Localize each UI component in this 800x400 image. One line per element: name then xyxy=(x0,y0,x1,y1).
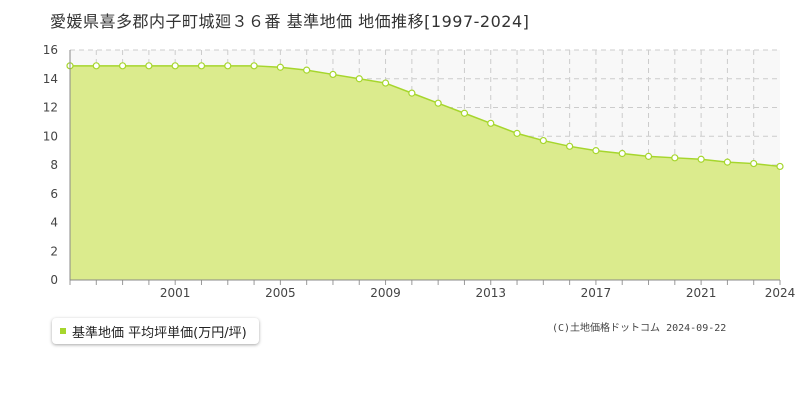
data-point xyxy=(697,155,705,163)
land-price-chart: 0 2 4 6 8 10 12 14 16 2001 2005 2009 2013 2017 2021 202… xyxy=(43,43,796,300)
x-tick-label: 2009 xyxy=(370,286,401,300)
credit-text: (C)土地価格ドットコム 2024-09-22 xyxy=(552,323,727,334)
data-point xyxy=(671,154,679,162)
axes: 0 2 4 6 8 10 12 14 16 2001 2005 2009 2013 2017 2021 202… xyxy=(43,43,796,300)
data-point xyxy=(513,129,521,137)
x-tick-label: 2021 xyxy=(686,286,717,300)
x-tick-label: 2013 xyxy=(475,286,506,300)
legend-label: 基準地価 平均坪単価(万円/坪) xyxy=(72,325,247,341)
series-area xyxy=(70,65,780,280)
data-point xyxy=(381,79,390,87)
y-tick-label: 8 xyxy=(50,158,58,172)
data-points xyxy=(66,62,784,171)
data-point xyxy=(618,149,626,158)
x-tick-label: 2001 xyxy=(160,286,191,300)
y-tick-label: 2 xyxy=(50,244,58,258)
x-tick-label: 2005 xyxy=(265,286,296,300)
data-point xyxy=(434,99,442,107)
data-point xyxy=(408,89,416,97)
chart-title: 愛媛県喜多郡内子町城廻３６番 基準地価 地価推移[1997-2024] xyxy=(50,12,530,31)
y-tick-label: 0 xyxy=(50,273,58,287)
data-point xyxy=(566,142,574,150)
data-point xyxy=(644,152,653,160)
legend: 基準地価 平均坪単価(万円/坪) xyxy=(52,318,259,344)
data-point xyxy=(224,62,232,70)
data-point xyxy=(92,62,100,70)
data-point xyxy=(250,62,258,70)
series-line xyxy=(70,65,781,168)
y-tick-label: 4 xyxy=(50,216,58,230)
y-tick-label: 12 xyxy=(43,101,58,115)
data-point xyxy=(197,62,206,70)
data-point xyxy=(750,159,758,168)
legend-swatch xyxy=(60,328,66,334)
data-point xyxy=(776,162,784,171)
data-point xyxy=(329,70,337,79)
data-point xyxy=(355,75,363,83)
data-point xyxy=(303,66,311,74)
x-tick-label: 2024 xyxy=(765,286,796,300)
x-tick-label: 2017 xyxy=(581,286,612,300)
y-tick-label: 14 xyxy=(43,72,58,86)
data-point xyxy=(539,136,547,145)
data-area xyxy=(70,65,781,280)
data-point xyxy=(145,62,153,70)
data-point xyxy=(460,109,469,117)
data-point xyxy=(592,147,600,155)
data-point xyxy=(118,62,127,70)
y-tick-label: 16 xyxy=(43,43,58,57)
data-point xyxy=(487,119,495,127)
y-tick-label: 6 xyxy=(50,187,58,201)
data-point xyxy=(723,158,732,166)
data-point xyxy=(276,63,284,71)
y-tick-label: 10 xyxy=(43,129,58,143)
data-point xyxy=(171,62,179,70)
